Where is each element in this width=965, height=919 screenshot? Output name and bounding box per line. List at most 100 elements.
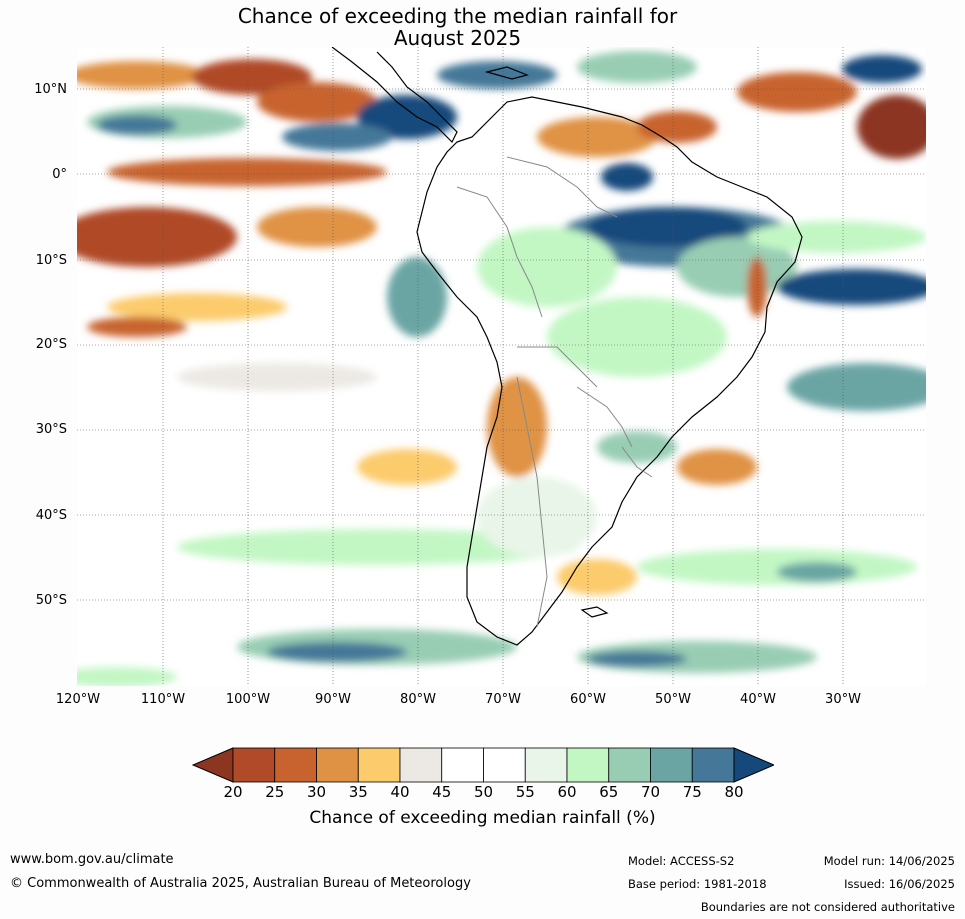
colorbar-tick-label: 60 [557,783,577,801]
footer-base-period: Base period: 1981-2018 [628,877,767,891]
lat-label-10n: 10°N [34,82,67,97]
country-borders [456,156,653,628]
map-title-line-1: Chance of exceeding the median rainfall … [237,4,678,28]
colorbar [192,747,774,783]
border-chile-argentina [516,376,548,628]
colorbar-cell [566,747,610,783]
footer-website: www.bom.gov.au/climate [10,852,174,867]
colorbar-tick-label: 45 [432,783,452,801]
lon-label-70w: 70°W [485,692,521,707]
coast-caribbean-islands [484,66,529,80]
field-dry-guianas-2 [637,111,717,143]
map-canvas [77,47,926,686]
field-moist-western-amazon [477,227,617,307]
field-dryish-pacific [107,293,287,321]
lat-label-10s: 10°S [35,253,67,268]
field-wet-southern-ocean [267,642,407,662]
field-very-wet-atlantic-south [777,269,926,305]
colorbar-tick-label: 80 [724,783,744,801]
field-moist-atlantic [747,221,926,253]
map-background [77,47,926,686]
border-bolivia [517,346,598,388]
colorbar-tick-label: 50 [473,783,494,801]
colorbar-tick-label: 75 [682,783,702,801]
field-wet-pacific-band [97,115,177,135]
colorbar-cell [650,747,693,783]
field-dry-central-andes [487,377,547,477]
coastlines [331,47,803,646]
lat-label-20s: 20°S [35,337,67,352]
field-moist-caribbean [577,51,697,83]
field-dryish-pacific-south [357,449,457,485]
field-very-wet-amazon-delta [601,163,653,191]
footer-issued: Issued: 16/06/2025 [844,877,955,891]
field-dry-equatorial-2 [257,207,377,247]
field-neutral-pacific [177,363,377,391]
colorbar-cell [357,747,401,783]
footer-model-run: Model run: 14/06/2025 [823,854,955,868]
footer-disclaimer: Boundaries are not considered authoritat… [700,900,955,914]
colorbar-cell [483,747,526,783]
lon-label-50w: 50°W [655,692,691,707]
colorbar-tick-label: 35 [348,783,368,801]
colorbar-cell [524,747,568,783]
field-moist-southern-atlantic [637,549,917,585]
field-dry-equatorial [107,158,387,186]
colorbar-extend-low [192,747,234,783]
lon-label-100w: 100°W [225,692,271,707]
field-neutral-argentina [477,477,597,557]
lon-label-80w: 80°W [400,692,436,707]
border-colombia-brazil [506,156,618,218]
field-wet-atlantic-subtropics [787,363,926,411]
colorbar-tick-label: 70 [640,783,661,801]
coast-central-america [331,47,458,144]
coast-falklands [580,606,609,618]
map-title-line-2: August 2025 [393,26,522,50]
colorbar-extend-high [733,747,774,783]
footer-copyright: © Commonwealth of Australia 2025, Austra… [10,876,471,891]
colorbar-tick-label: 30 [306,783,327,801]
border-uruguay [621,446,653,478]
lon-label-110w: 110°W [140,692,186,707]
field-dry-north [257,82,377,122]
colorbar-cell [274,747,317,783]
lat-label-30s: 30°S [35,422,67,437]
lat-label-50s: 50°S [35,593,67,608]
colorbar-tick-label: 40 [390,783,410,801]
lon-label-90w: 90°W [315,692,351,707]
field-moist-eastern-amazon [677,237,797,297]
field-wet-pacific-north [282,123,392,151]
lon-label-120w: 120°W [55,692,101,707]
border-peru [456,186,543,318]
colorbar-cell [608,747,651,783]
lat-label-0: 0° [52,167,67,182]
gridlines [77,47,926,686]
colorbar-cell [441,747,484,783]
rainfall-probability-map [77,47,926,686]
footer-model: Model: ACCESS-S2 [628,854,735,868]
colorbar-cell [232,747,276,783]
field-wet-coastal-peru [387,257,447,337]
field-dry-northeast-brazil [747,257,767,317]
field-moist-uruguay [597,431,677,463]
field-moist-central [547,297,727,377]
border-paraguay [576,386,633,448]
lon-label-60w: 60°W [570,692,606,707]
field-dry-north-west [77,61,207,89]
lon-label-40w: 40°W [740,692,776,707]
probability-fields [77,51,926,686]
field-dry-atlantic [737,72,857,112]
coast-south-america [416,96,803,646]
colorbar-title: Chance of exceeding median rainfall (%) [309,808,656,828]
field-very-wet-amazon [587,207,747,247]
colorbar-cell [399,747,443,783]
colorbar-tick-label: 25 [265,783,285,801]
field-dry-pacific-3 [87,317,187,337]
field-moist-southwest [77,667,177,686]
field-wet-central-america [357,95,457,139]
field-dry-atlantic-south [677,449,757,485]
colorbar-tick-label: 65 [599,783,619,801]
field-dryish-patagonia [557,559,637,595]
field-dry-guianas [537,117,657,157]
field-very-dry-atlantic [857,95,926,159]
